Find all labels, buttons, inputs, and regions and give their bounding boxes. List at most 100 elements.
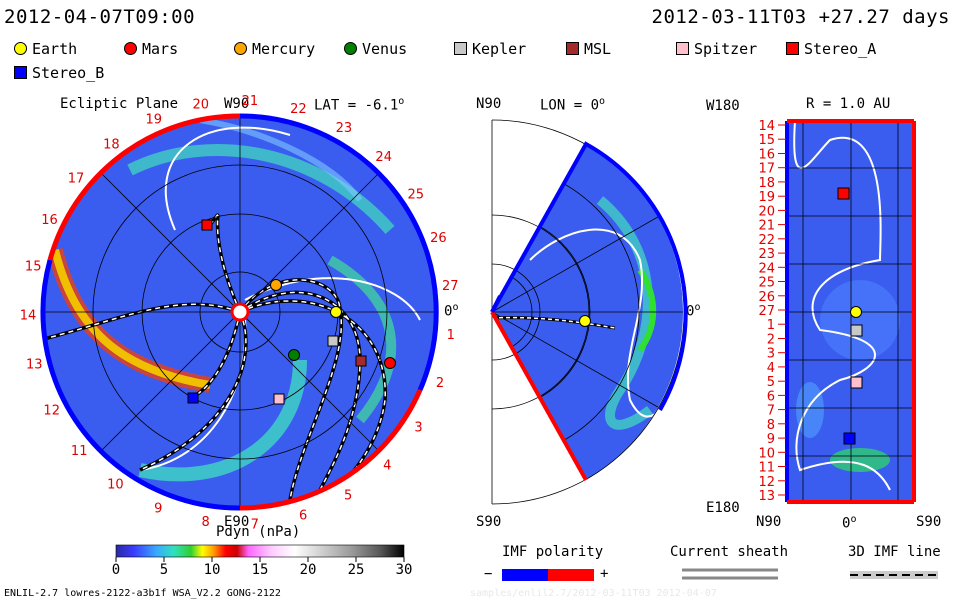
mars-marker <box>384 357 396 369</box>
carrington-label: 23 <box>336 121 353 136</box>
carrington-label: 18 <box>103 137 120 152</box>
msl-marker <box>355 355 367 367</box>
earth-marker-icon <box>14 42 27 55</box>
radial-carrington-label: 13 <box>758 489 775 504</box>
radial-carrington-label: 6 <box>767 389 775 404</box>
radial-carrington-label: 8 <box>767 418 775 433</box>
carrington-label: 5 <box>344 488 352 503</box>
legend-item-spitzer: Spitzer <box>676 40 757 58</box>
carrington-label: 13 <box>26 357 43 372</box>
radial-carrington-label: 19 <box>758 190 775 205</box>
radial-carrington-label: 7 <box>767 404 775 419</box>
meridional-n90-label: N90 <box>476 96 502 112</box>
imf-polarity-plus: + <box>600 566 609 582</box>
colorbar-tick-label: 15 <box>251 562 269 578</box>
imf-polarity-minus: − <box>484 566 493 582</box>
radial-carrington-label: 2 <box>767 333 775 348</box>
carrington-label: 2 <box>436 376 444 391</box>
spitzer-marker <box>273 393 285 405</box>
legend-item-mars: Mars <box>124 40 178 58</box>
radial-carrington-label: 9 <box>767 432 775 447</box>
radial-s90-label: S90 <box>916 514 942 530</box>
meridional-s90-label: S90 <box>476 514 502 530</box>
carrington-label: 11 <box>71 444 88 459</box>
imf-polarity-label: IMF polarity <box>502 544 604 560</box>
radial-carrington-label: 23 <box>758 247 775 262</box>
radial-carrington-label: 1 <box>767 318 775 333</box>
radial-stereo-a-marker <box>837 187 850 200</box>
carrington-label: 12 <box>43 403 60 418</box>
radial-carrington-label: 22 <box>758 233 775 248</box>
kepler-marker <box>327 335 339 347</box>
imf-polarity-legend <box>502 569 594 581</box>
venus-marker-icon <box>344 42 357 55</box>
carrington-label: 1 <box>447 328 455 343</box>
legend-item-stereo-a: Stereo_A <box>786 40 876 58</box>
radial-n90-label: N90 <box>756 514 782 530</box>
radial-spitzer-marker <box>850 376 863 389</box>
mars-marker-icon <box>124 42 137 55</box>
sun-icon <box>230 302 250 322</box>
footer-model-info: ENLIL-2.7 lowres-2122-a3b1f WSA_V2.2 GON… <box>4 588 281 599</box>
radial-carrington-label: 18 <box>758 176 775 191</box>
radial-carrington-label: 25 <box>758 276 775 291</box>
radial-carrington-label: 4 <box>767 361 775 376</box>
legend-item-mercury: Mercury <box>234 40 315 58</box>
carrington-label: 25 <box>408 188 425 203</box>
kepler-marker-icon <box>454 42 467 55</box>
radial-carrington-label: 15 <box>758 133 775 148</box>
radial-carrington-label: 24 <box>758 261 775 276</box>
stereo-b-marker-icon <box>14 66 27 79</box>
ecliptic-title: Ecliptic Plane <box>60 96 179 112</box>
pdyn-colorbar <box>115 544 405 562</box>
carrington-label: 3 <box>414 420 422 435</box>
colorbar-tick-label: 5 <box>159 562 169 578</box>
colorbar-tick-label: 10 <box>203 562 221 578</box>
carrington-label: 10 <box>107 478 124 493</box>
meridional-lon-label: LON = 0o <box>540 96 606 114</box>
carrington-label: 21 <box>242 94 259 109</box>
legend-item-venus: Venus <box>344 40 407 58</box>
radial-earth-marker <box>850 306 862 318</box>
carrington-label: 16 <box>41 213 58 228</box>
venus-marker <box>288 349 300 361</box>
radial-e180-label: E180 <box>706 500 740 516</box>
radial-carrington-label: 14 <box>758 119 775 134</box>
current-sheath-label: Current sheath <box>670 544 789 560</box>
carrington-label: 22 <box>290 102 307 117</box>
carrington-label: 19 <box>146 112 163 127</box>
carrington-label: 4 <box>383 459 391 474</box>
carrington-label: 20 <box>193 98 210 113</box>
earth-marker <box>330 306 342 318</box>
simulation-time: 2012-04-07T09:00 <box>4 6 196 28</box>
carrington-label: 8 <box>201 515 209 530</box>
legend-item-stereo-b: Stereo_B <box>14 64 104 82</box>
meridional-plane-plot <box>490 119 688 505</box>
run-start-time: 2012-03-11T03 +27.27 days <box>651 6 950 28</box>
colorbar-tick-label: 30 <box>395 562 413 578</box>
ecliptic-lat-label: LAT = -6.1o <box>314 96 405 114</box>
legend-item-msl: MSL <box>566 40 611 58</box>
carrington-label: 7 <box>251 518 259 533</box>
msl-marker-icon <box>566 42 579 55</box>
mercury-marker <box>270 279 282 291</box>
ecliptic-zero-label: 0o <box>444 302 459 320</box>
carrington-label: 15 <box>25 260 42 275</box>
meridional-earth-marker <box>579 315 591 327</box>
radial-w180-label: W180 <box>706 98 740 114</box>
radial-title: R = 1.0 AU <box>806 96 891 112</box>
stereo-a-marker-icon <box>786 42 799 55</box>
radial-carrington-label: 26 <box>758 290 775 305</box>
radial-carrington-label: 5 <box>767 375 775 390</box>
radial-carrington-label: 16 <box>758 148 775 163</box>
radial-carrington-label: 17 <box>758 162 775 177</box>
footer-run-path: samples/enlil2.7/2012-03-11T03 2012-04-0… <box>470 588 717 599</box>
legend-item-kepler: Kepler <box>454 40 526 58</box>
carrington-label: 9 <box>154 502 162 517</box>
radial-carrington-label: 21 <box>758 219 775 234</box>
stereo-b-marker <box>187 392 199 404</box>
colorbar-tick-label: 0 <box>111 562 121 578</box>
radial-zero-label: 0o <box>842 514 857 532</box>
